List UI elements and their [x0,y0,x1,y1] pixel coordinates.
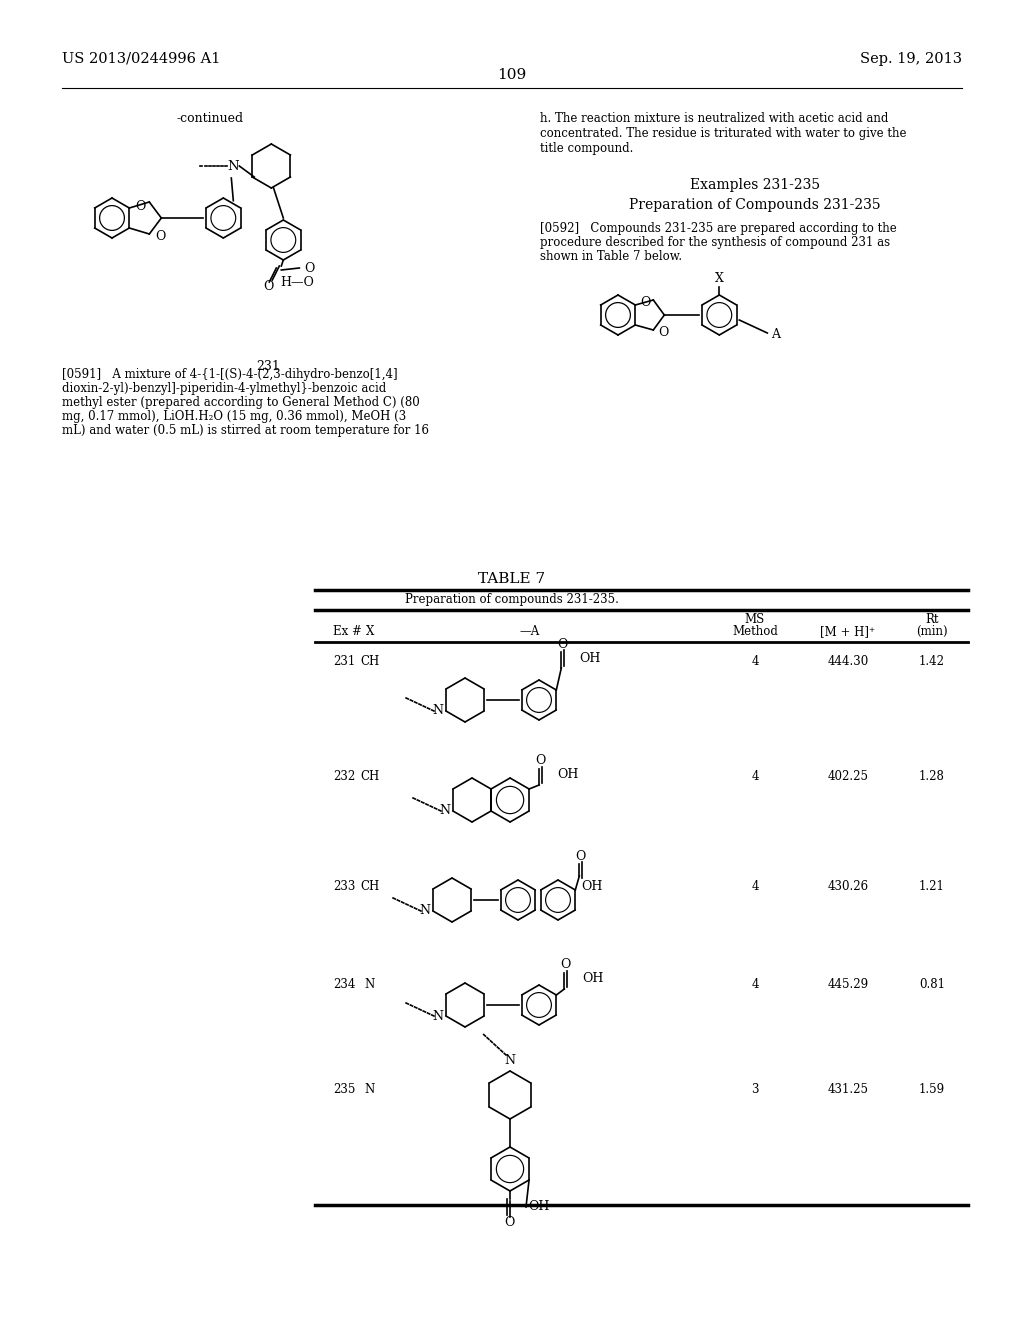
Text: O: O [557,638,567,651]
Text: shown in Table 7 below.: shown in Table 7 below. [540,249,682,263]
Text: 1.42: 1.42 [919,655,945,668]
Text: 231: 231 [256,360,281,374]
Text: O: O [135,199,145,213]
Text: 1.59: 1.59 [919,1082,945,1096]
Text: O: O [304,261,314,275]
Text: O: O [560,958,570,972]
Text: 4: 4 [752,978,759,991]
Text: [0591]   A mixture of 4-{1-[(S)-4-(2,3-dihydro-benzo[1,4]: [0591] A mixture of 4-{1-[(S)-4-(2,3-dih… [62,368,397,381]
Text: OH: OH [582,879,603,892]
Text: MS: MS [744,612,765,626]
Text: 231: 231 [333,655,355,668]
Text: Sep. 19, 2013: Sep. 19, 2013 [860,51,962,66]
Text: mL) and water (0.5 mL) is stirred at room temperature for 16: mL) and water (0.5 mL) is stirred at roo… [62,424,429,437]
Text: 233: 233 [333,880,355,894]
Text: 1.21: 1.21 [920,880,945,894]
Text: [0592]   Compounds 231-235 are prepared according to the: [0592] Compounds 231-235 are prepared ac… [540,222,897,235]
Text: Ex #: Ex # [333,624,361,638]
Text: OH: OH [528,1200,549,1213]
Text: title compound.: title compound. [540,143,634,154]
Text: 402.25: 402.25 [827,770,868,783]
Text: —A: —A [520,624,540,638]
Text: 4: 4 [752,770,759,783]
Text: O: O [575,850,586,862]
Text: OH: OH [557,768,579,781]
Text: Preparation of Compounds 231-235: Preparation of Compounds 231-235 [629,198,881,213]
Text: 431.25: 431.25 [827,1082,868,1096]
Text: N: N [365,978,375,991]
Text: mg, 0.17 mmol), LiOH.H₂O (15 mg, 0.36 mmol), MeOH (3: mg, 0.17 mmol), LiOH.H₂O (15 mg, 0.36 mm… [62,411,407,422]
Text: N: N [365,1082,375,1096]
Text: Method: Method [732,624,778,638]
Text: 444.30: 444.30 [827,655,868,668]
Text: H—O: H—O [281,276,314,289]
Text: procedure described for the synthesis of compound 231 as: procedure described for the synthesis of… [540,236,890,249]
Text: N: N [439,804,451,817]
Text: OH: OH [580,652,601,664]
Text: 235: 235 [333,1082,355,1096]
Text: concentrated. The residue is triturated with water to give the: concentrated. The residue is triturated … [540,127,906,140]
Text: X: X [366,624,374,638]
Text: CH: CH [360,655,380,668]
Text: 232: 232 [333,770,355,783]
Text: N: N [420,904,430,917]
Text: O: O [155,230,166,243]
Text: N: N [432,1010,443,1023]
Text: methyl ester (prepared according to General Method C) (80: methyl ester (prepared according to Gene… [62,396,420,409]
Text: 1.28: 1.28 [920,770,945,783]
Text: O: O [658,326,669,338]
Text: 430.26: 430.26 [827,880,868,894]
Text: 445.29: 445.29 [827,978,868,991]
Text: O: O [640,297,650,309]
Text: 234: 234 [333,978,355,991]
Text: N: N [227,160,240,173]
Text: (min): (min) [916,624,948,638]
Text: Rt: Rt [926,612,939,626]
Text: O: O [535,755,546,767]
Text: [M + H]⁺: [M + H]⁺ [820,624,876,638]
Text: dioxin-2-yl)-benzyl]-piperidin-4-ylmethyl}-benzoic acid: dioxin-2-yl)-benzyl]-piperidin-4-ylmethy… [62,381,386,395]
Text: US 2013/0244996 A1: US 2013/0244996 A1 [62,51,220,66]
Text: Examples 231-235: Examples 231-235 [690,178,820,191]
Text: O: O [504,1217,514,1229]
Text: -continued: -continued [176,112,244,125]
Text: O: O [263,280,273,293]
Text: CH: CH [360,880,380,894]
Text: 4: 4 [752,655,759,668]
Text: 0.81: 0.81 [919,978,945,991]
Text: h. The reaction mixture is neutralized with acetic acid and: h. The reaction mixture is neutralized w… [540,112,889,125]
Text: N: N [432,705,443,718]
Text: 109: 109 [498,69,526,82]
Text: TABLE 7: TABLE 7 [478,572,546,586]
Text: X: X [715,272,724,285]
Text: 4: 4 [752,880,759,894]
Text: OH: OH [583,973,604,986]
Text: A: A [771,329,780,342]
Text: N: N [505,1055,515,1068]
Text: Preparation of compounds 231-235.: Preparation of compounds 231-235. [406,593,618,606]
Text: 3: 3 [752,1082,759,1096]
Text: CH: CH [360,770,380,783]
